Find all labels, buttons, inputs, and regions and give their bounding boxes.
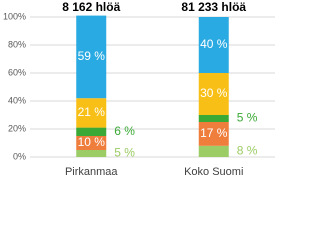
x-tick-label: Pirkanmaa <box>65 166 118 178</box>
value-label: 5 % <box>114 146 135 160</box>
value-label: 21 % <box>78 105 106 119</box>
bar-segment <box>198 145 229 157</box>
bar-segment <box>198 73 229 115</box>
chart: 0% 20% 40% 60% 80% 100% 5 % 10 % 6 % 21 % 59 % 8 16… <box>3 0 275 178</box>
bar-total: 8 162 hlöä <box>62 0 120 14</box>
y-tick-label: 0% <box>13 151 26 161</box>
value-label: 59 % <box>78 49 106 63</box>
bar-segment <box>76 127 107 136</box>
x-tick-label: Koko Suomi <box>184 166 243 178</box>
bar-segment <box>76 150 107 157</box>
value-label: 5 % <box>237 111 258 125</box>
y-tick-label: 100% <box>3 11 26 21</box>
bar-segment <box>198 122 229 146</box>
value-label: 6 % <box>114 124 135 138</box>
y-tick-label: 80% <box>8 39 26 49</box>
bar-segment <box>76 136 107 150</box>
bar-total: 81 233 hlöä <box>181 0 246 14</box>
y-tick-label: 40% <box>8 95 26 105</box>
y-tick-label: 60% <box>8 67 26 77</box>
bar-segment <box>198 115 229 122</box>
bar-segment <box>198 17 229 73</box>
value-label: 17 % <box>200 126 228 140</box>
value-label: 40 % <box>200 37 228 51</box>
value-label: 10 % <box>78 135 106 149</box>
value-label: 8 % <box>237 144 258 158</box>
bar-segment <box>76 15 107 99</box>
bar-segment <box>76 98 107 128</box>
y-tick-label: 20% <box>8 123 26 133</box>
page: 0% 20% 40% 60% 80% 100% 5 % 10 % 6 % 21 % 59 % 8 16… <box>2 0 275 178</box>
value-label: 30 % <box>200 86 228 100</box>
